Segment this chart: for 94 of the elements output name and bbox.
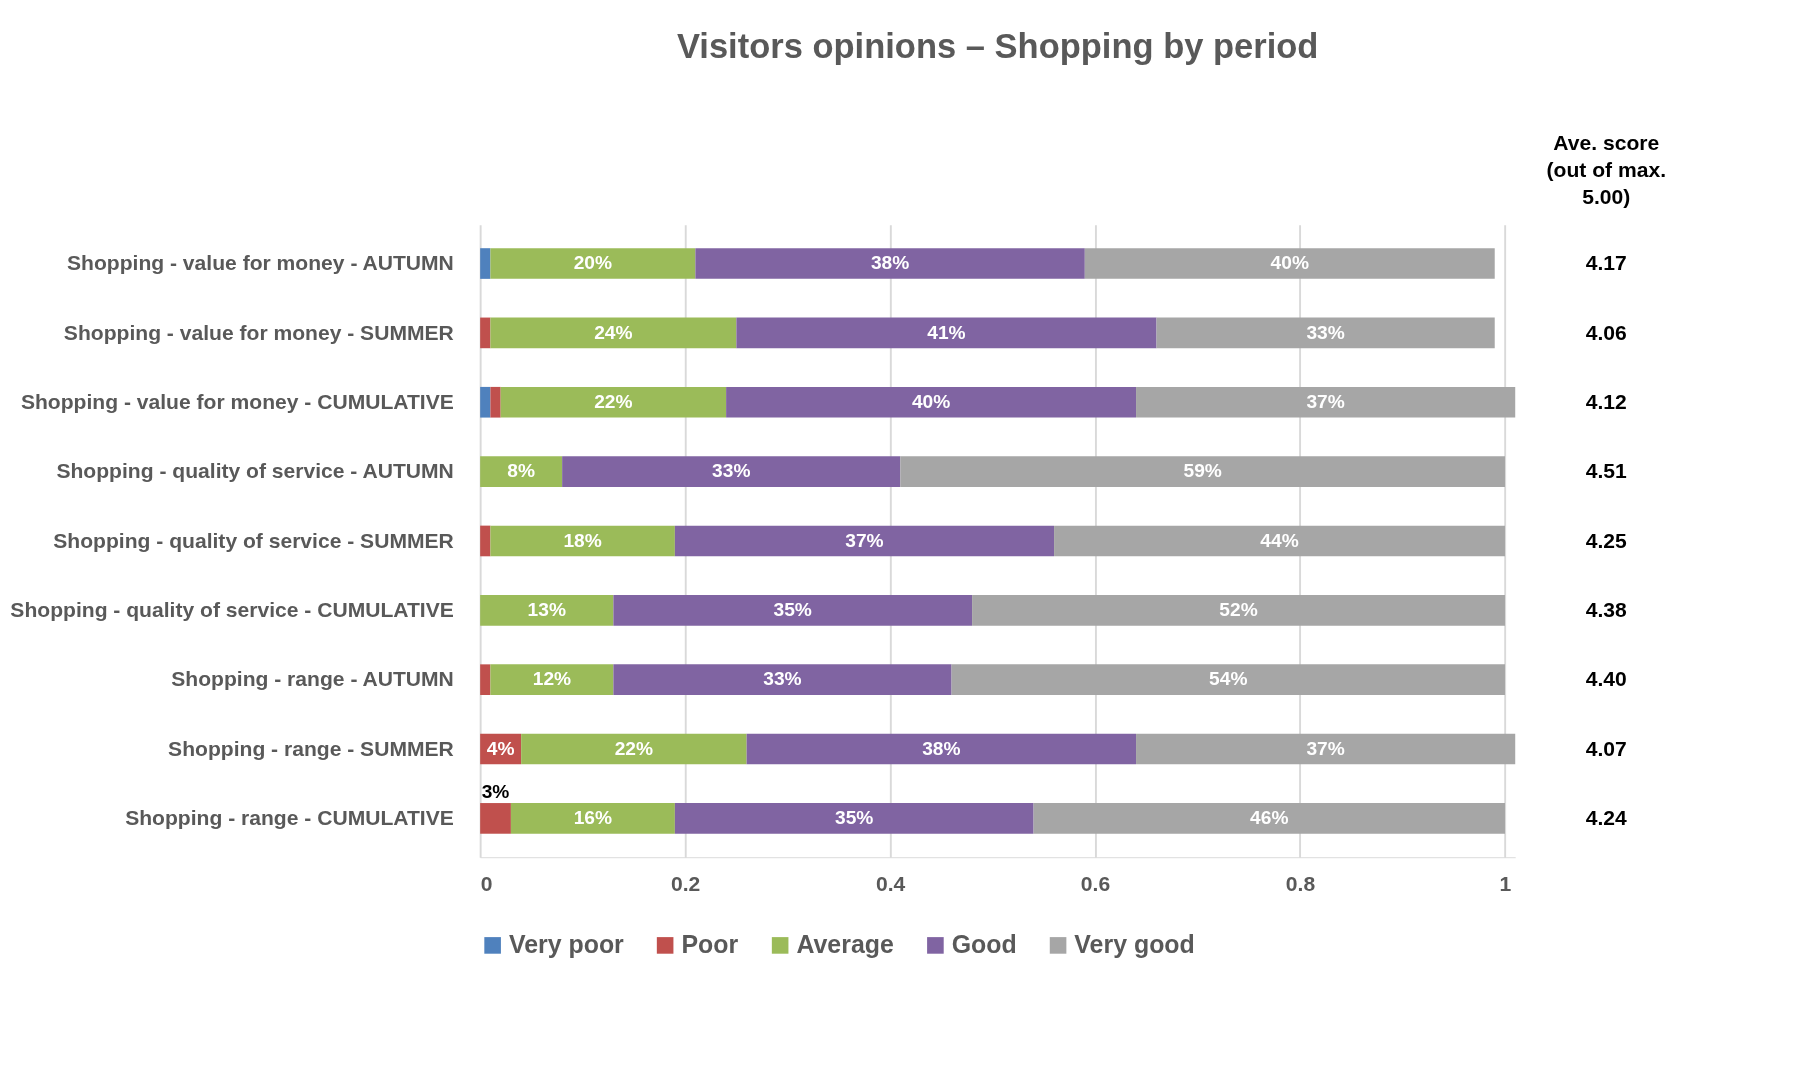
bar [1136,733,1516,765]
bar [900,456,1505,487]
data-label: 3% [481,781,510,803]
y-tick-label: Shopping - quality of service - CUMULATIVE [10,598,454,622]
y-tick-label: Shopping - value for money - AUTUMN [66,251,454,275]
legend-label: Very poor [508,930,625,959]
data-label: 22% [614,737,654,759]
chart-title: Visitors opinions – Shopping by period [676,26,1319,65]
text: 4.38 [1585,598,1628,622]
bar [490,386,501,418]
bar [562,456,901,487]
text: 4.24 [1585,806,1628,830]
data-label: 24% [594,321,633,343]
bar [490,525,675,557]
bar [746,733,1137,765]
data-label: 52% [1219,599,1258,621]
bar [613,594,973,626]
bar [1033,803,1505,834]
data-label: 37% [1306,391,1345,412]
data-label: 40% [911,391,951,412]
bar [736,317,1157,349]
x-tick-label: 0 [480,872,493,896]
data-label: 37% [1306,737,1345,759]
data-label: 40% [1270,252,1309,274]
y-tick-label: Shopping - range - AUTUMN [171,667,454,691]
data-label: 8% [507,460,535,482]
x-tick-label: 0.6 [1080,872,1111,896]
legend-label: Very good [1074,930,1195,959]
data-label: 35% [835,807,874,829]
legend-label: Poor [681,930,739,959]
bar [695,248,1085,279]
bar [1084,248,1495,279]
bar [480,456,563,487]
data-label: 41% [927,321,966,343]
data-label: 16% [573,807,613,829]
data-label: 22% [594,391,633,412]
bar [490,248,696,279]
data-label: 54% [1209,668,1248,690]
bar [510,803,675,834]
text: 4.07 [1585,736,1627,760]
legend-label: Good [951,930,1017,959]
bar [674,803,1034,834]
text: 4.17 [1585,251,1627,275]
text: 4.06 [1585,320,1627,344]
data-label: 33% [712,460,751,482]
bar [480,317,491,349]
bar [480,248,491,279]
data-label: 18% [563,529,602,551]
text: 4.40 [1585,667,1627,691]
bar [500,386,727,418]
bar [490,664,614,696]
bar [1156,317,1495,349]
bar [480,594,614,626]
y-tick-label: Shopping - range - SUMMER [168,736,454,760]
y-tick-label: Shopping - value for money - SUMMER [63,320,454,344]
bar [1054,525,1505,557]
bar [490,317,737,349]
data-label: 12% [532,668,572,690]
x-tick-label: 0.2 [670,872,701,896]
bar [480,664,491,696]
data-label: 37% [845,529,884,551]
data-label: 38% [922,737,961,759]
data-label: 33% [1306,321,1345,343]
text: 4.25 [1585,528,1628,552]
y-tick-label: Shopping - range - CUMULATIVE [125,806,454,830]
x-tick-label: 0.8 [1285,872,1316,896]
y-tick-label: Shopping - value for money - CUMULATIVE [20,389,454,413]
bar [480,386,491,418]
bar [1136,386,1516,418]
y-tick-label: Shopping - quality of service - SUMMER [53,528,454,552]
bar [613,664,952,696]
bar [951,664,1505,696]
text: 4.12 [1585,389,1627,413]
data-label: 13% [527,599,566,621]
data-label: 44% [1260,529,1299,551]
data-label: 33% [763,668,802,690]
bar [972,594,1505,626]
bar [726,386,1137,418]
data-label: 46% [1250,807,1289,829]
legend-label: Average [796,930,894,959]
y-tick-label: Shopping - quality of service - AUTUMN [56,459,454,483]
data-label: 20% [573,252,613,274]
bar [674,525,1055,557]
bar [521,733,747,765]
data-label: 38% [870,252,910,274]
text: Ave. score (out of max. 5.00) [1546,130,1666,208]
bar [480,803,511,834]
text: 4.51 [1585,459,1628,483]
bar [480,525,491,557]
x-tick-label: 1 [1499,872,1512,896]
x-tick-label: 0.4 [875,872,906,896]
data-label: 59% [1183,460,1222,482]
data-label: 4% [486,737,515,759]
data-label: 35% [773,599,812,621]
